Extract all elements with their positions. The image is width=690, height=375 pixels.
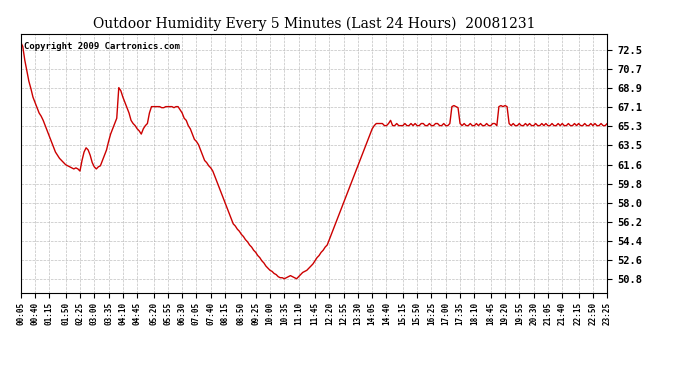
Text: Copyright 2009 Cartronics.com: Copyright 2009 Cartronics.com — [23, 42, 179, 51]
Title: Outdoor Humidity Every 5 Minutes (Last 24 Hours)  20081231: Outdoor Humidity Every 5 Minutes (Last 2… — [92, 17, 535, 31]
